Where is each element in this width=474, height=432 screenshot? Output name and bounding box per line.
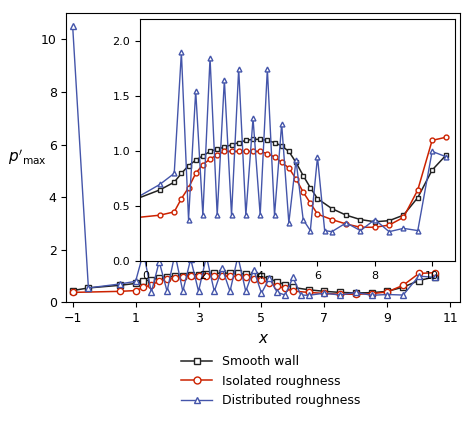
Y-axis label: $p'_{\rm max}$: $p'_{\rm max}$ <box>8 148 46 168</box>
X-axis label: x: x <box>259 330 267 346</box>
Legend: Smooth wall, Isolated roughness, Distributed roughness: Smooth wall, Isolated roughness, Distrib… <box>176 350 366 412</box>
